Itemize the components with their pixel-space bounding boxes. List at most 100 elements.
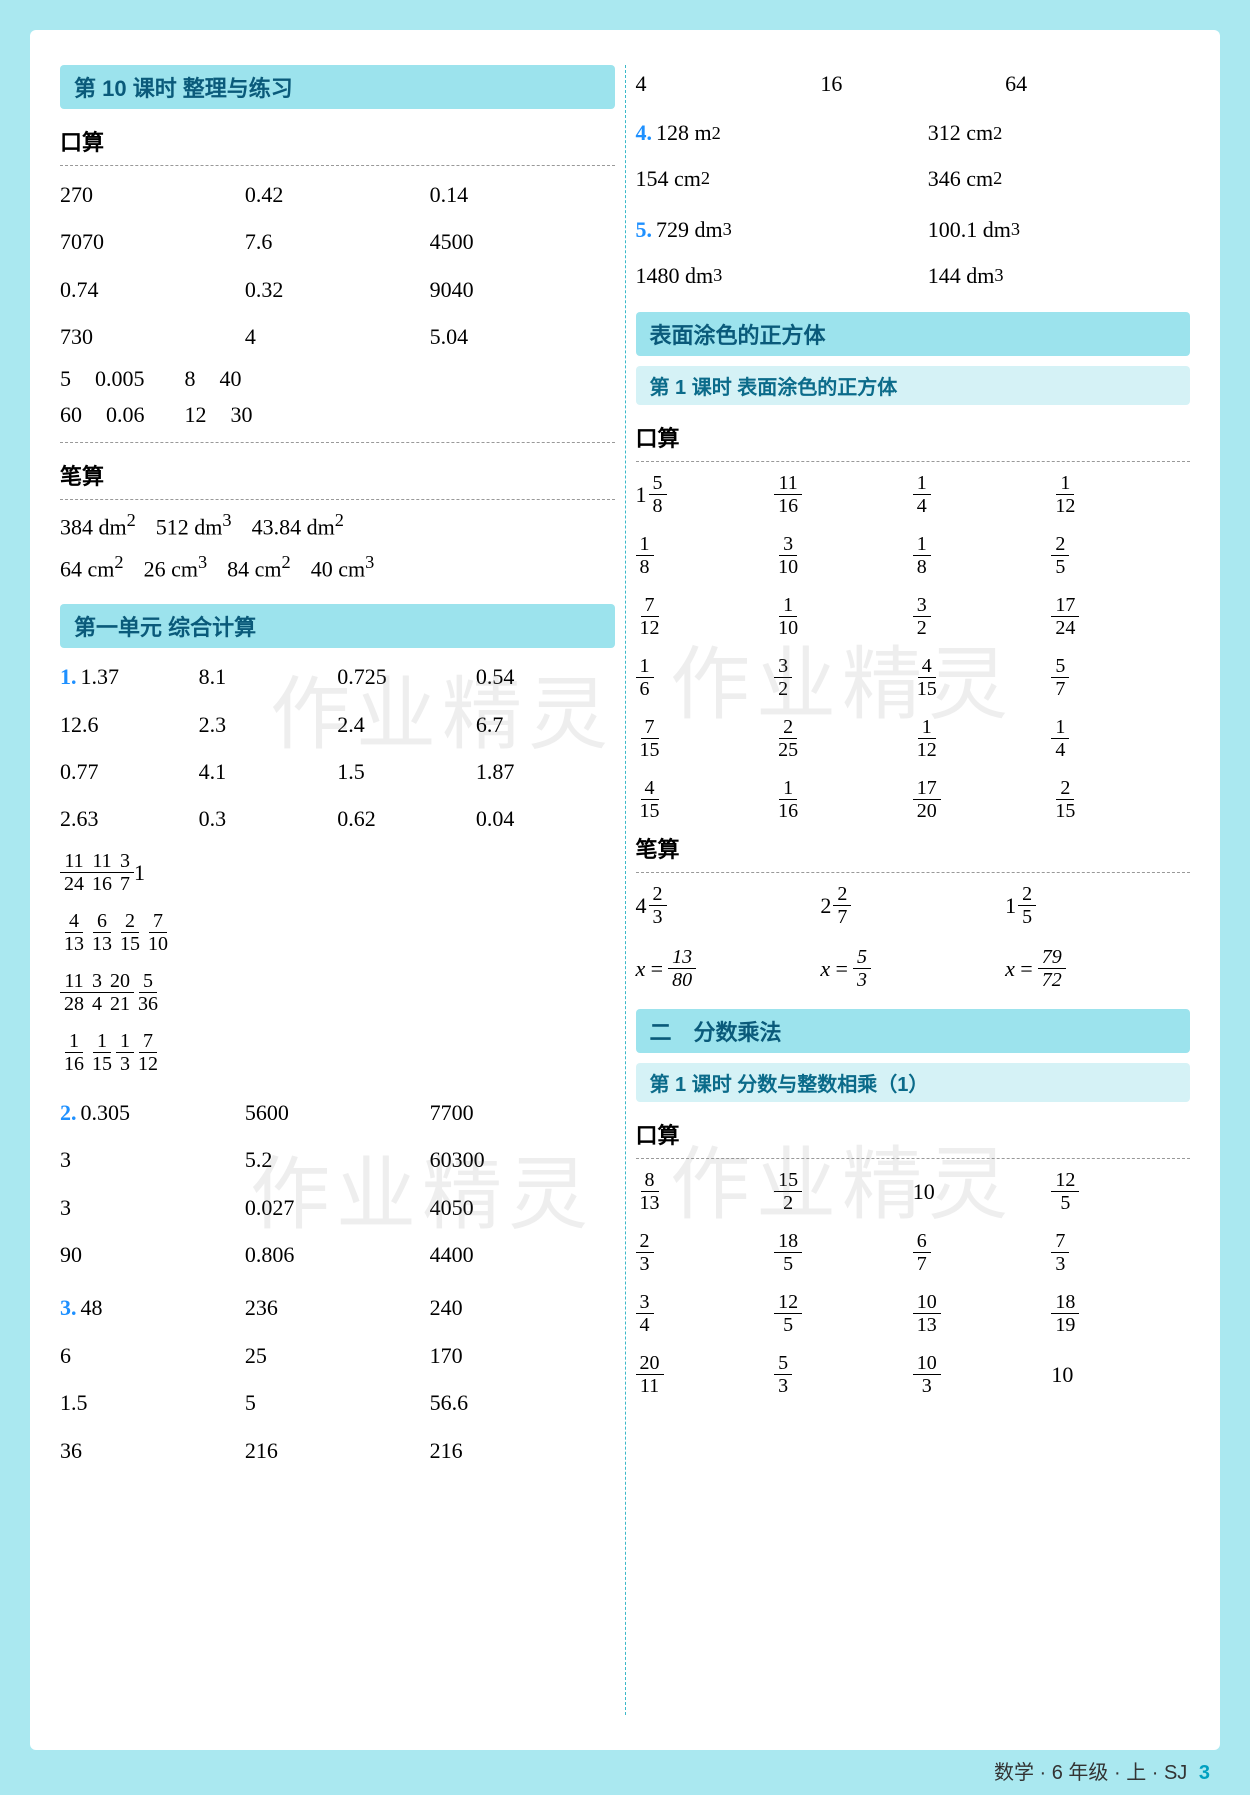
question-5: 5.729 dm3100.1 dm31480 dm3144 dm3 xyxy=(636,211,1191,302)
value-cell: 34 xyxy=(88,970,106,1015)
value-cell: 216 xyxy=(245,1432,430,1469)
value-cell: 2021 xyxy=(106,970,134,1015)
question-4: 4.128 m2312 cm2154 cm2346 cm2 xyxy=(636,114,1191,205)
value-cell: 1.1.37 xyxy=(60,658,199,695)
divider xyxy=(60,499,615,500)
value-cell: 2.4 xyxy=(337,706,476,743)
value-cell: 5.2 xyxy=(245,1141,430,1178)
value-cell: 115 xyxy=(88,1030,116,1075)
value-cell: 67 xyxy=(913,1230,1052,1275)
divider xyxy=(60,165,615,166)
value-cell: 100.1 dm3 xyxy=(928,211,1190,248)
value-cell: 84 cm2 xyxy=(227,552,291,582)
value-cell: 16 xyxy=(636,655,775,700)
value-cell: 110 xyxy=(774,594,913,639)
value-cell: 7070 xyxy=(60,223,245,260)
value-cell: 0.04 xyxy=(476,800,615,837)
top-row: 41664 xyxy=(636,65,1191,102)
value-cell: 152 xyxy=(774,1169,913,1214)
value-cell: 4.1 xyxy=(199,753,338,790)
value-cell: 53 xyxy=(774,1352,913,1397)
question-2: 2.0.3055600770035.26030030.0274050900.80… xyxy=(60,1094,615,1284)
value-cell: 0.32 xyxy=(245,271,430,308)
question-1: 1.1.378.10.7250.5412.62.32.46.70.774.11.… xyxy=(60,658,615,1088)
pair: 600.06 xyxy=(60,402,145,428)
value-cell: 1720 xyxy=(913,777,1052,822)
value-cell: 0.42 xyxy=(245,176,430,213)
value-cell: 384 dm2 xyxy=(60,510,136,540)
value-cell: 64 cm2 xyxy=(60,552,124,582)
section-cube-header: 表面涂色的正方体 xyxy=(636,312,1191,356)
value-cell: 14 xyxy=(913,472,1052,517)
lesson-header-10: 第 10 课时 整理与练习 xyxy=(60,65,615,109)
value-cell: 34 xyxy=(636,1291,775,1336)
value-cell: 0.725 xyxy=(337,658,476,695)
value-cell: 5600 xyxy=(245,1094,430,1131)
unit1-header: 第一单元 综合计算 xyxy=(60,604,615,648)
value-cell: 0.74 xyxy=(60,271,245,308)
bisuan-rows: 384 dm2512 dm343.84 dm264 cm226 cm384 cm… xyxy=(60,510,615,595)
value-cell: 37 xyxy=(116,850,134,895)
value-cell: 14 xyxy=(1051,716,1190,761)
value-cell: 415 xyxy=(636,777,775,822)
value-cell: 1 xyxy=(134,854,145,891)
value-cell: 112 xyxy=(913,716,1052,761)
value-cell: 4 xyxy=(245,318,430,355)
value-cell: 1.5 xyxy=(60,1384,245,1421)
section-2-header: 二 分数乘法 xyxy=(636,1009,1191,1053)
value-cell: 158 xyxy=(636,472,775,517)
value-cell: 3.48 xyxy=(60,1289,245,1326)
bisuan-eq-row: x=1380x=53x=7972 xyxy=(636,946,1191,991)
value-cell: 4050 xyxy=(430,1189,615,1226)
bisuan-label-r: 笔算 xyxy=(636,832,1191,864)
divider xyxy=(636,461,1191,462)
bisuan-mixed-row: 423227125 xyxy=(636,883,1191,928)
value-cell: 0.62 xyxy=(337,800,476,837)
value-cell: 26 cm3 xyxy=(144,552,208,582)
value-cell: 13 xyxy=(116,1030,134,1075)
bisuan-label: 笔算 xyxy=(60,459,615,491)
footer-text: 数学 · 6 年级 · 上 · SJ xyxy=(994,1762,1187,1784)
value-cell: 310 xyxy=(774,533,913,578)
value-cell: 1128 xyxy=(60,970,88,1015)
value-cell: 5.04 xyxy=(430,318,615,355)
value-cell: 40 cm3 xyxy=(311,552,375,582)
bisuan-row: 64 cm2 26 cm3 84 cm2 40 cm3 xyxy=(60,552,615,582)
value-cell: 0.77 xyxy=(60,753,199,790)
value-cell: 57 xyxy=(1051,655,1190,700)
value-cell: 9040 xyxy=(430,271,615,308)
value-cell: 423 xyxy=(636,883,821,928)
value-cell: 1013 xyxy=(913,1291,1052,1336)
value-cell: 225 xyxy=(774,716,913,761)
value-cell: 25 xyxy=(1051,533,1190,578)
value-cell: 8.1 xyxy=(199,658,338,695)
value-cell: 4500 xyxy=(430,223,615,260)
value-cell: 0.3 xyxy=(199,800,338,837)
value-cell: 2.3 xyxy=(199,706,338,743)
lesson-header-cube: 第 1 课时 表面涂色的正方体 xyxy=(636,366,1191,405)
value-cell: 4.128 m2 xyxy=(636,114,898,151)
value-cell: 10 xyxy=(913,1169,1052,1214)
question-3: 3.482362406251701.5556.636216216 xyxy=(60,1289,615,1479)
value-cell: 4 xyxy=(636,65,821,102)
value-cell: 415 xyxy=(913,655,1052,700)
value-cell: 144 dm3 xyxy=(928,257,1190,294)
kousuan2-grid: 8131521012523185677334125101318192011531… xyxy=(636,1169,1191,1397)
pair: 1230 xyxy=(185,402,253,428)
value-cell: 64 xyxy=(1005,65,1190,102)
value-cell: 1116 xyxy=(774,472,913,517)
divider xyxy=(636,1158,1191,1159)
value-cell: 1819 xyxy=(1051,1291,1190,1336)
value-cell: 7700 xyxy=(430,1094,615,1131)
kousuan-label: 口算 xyxy=(60,125,615,157)
pair: 840 xyxy=(185,366,242,392)
kousuan-label-r1: 口算 xyxy=(636,421,1191,453)
value-cell: 32 xyxy=(774,655,913,700)
value-cell: 1124 xyxy=(60,850,88,895)
value-cell: 613 xyxy=(88,910,116,955)
kousuan-grid-1: 2700.420.1470707.645000.740.32904073045.… xyxy=(60,176,615,356)
lesson-header-mult: 第 1 课时 分数与整数相乘（1） xyxy=(636,1063,1191,1102)
equation-cell: x=1380 xyxy=(636,946,821,991)
value-cell: 1.5 xyxy=(337,753,476,790)
value-cell: 227 xyxy=(820,883,1005,928)
